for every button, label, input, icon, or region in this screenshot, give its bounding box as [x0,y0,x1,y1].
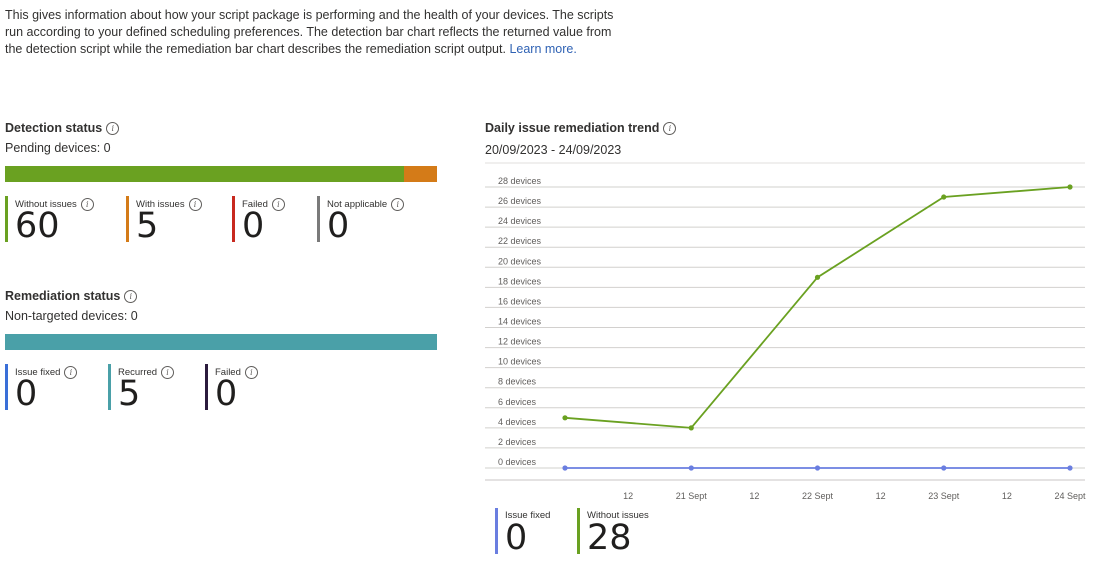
metric-value: 5 [136,206,159,246]
y-tick-label: 12 devices [498,337,542,347]
metric-label-text: Issue fixed [505,510,551,521]
detection-status-bar [5,166,437,182]
data-point-issue-fixed[interactable] [562,465,568,471]
intro-text-block: This gives information about how your sc… [5,7,615,58]
info-icon[interactable]: i [391,198,405,211]
x-tick-label: 12 [623,491,633,501]
metric-label: Issue fixed i [15,366,78,379]
info-icon[interactable]: i [271,198,285,211]
metric-label-text: Not applicable [327,199,388,210]
metric-color-strip [126,196,129,242]
x-tick-label: 12 [749,491,759,501]
data-point-issue-fixed[interactable] [1067,465,1073,471]
intro-text: This gives information about how your sc… [5,8,614,56]
data-point-without-issues[interactable] [1067,184,1073,190]
y-tick-label: 10 devices [498,357,542,367]
metric-value: 0 [15,374,38,414]
info-icon[interactable]: i [161,366,175,379]
info-icon[interactable]: i [80,198,94,211]
metric-value: 0 [327,206,350,246]
metric-label-text: Failed [215,367,241,378]
info-icon[interactable]: i [124,289,138,303]
data-point-without-issues[interactable] [562,415,568,421]
metric-color-strip [5,196,8,242]
metric-label-text: Recurred [118,367,158,378]
detection-status-title: Detection status i [5,121,120,135]
detection-status-label: Detection status [5,121,103,135]
metric-color-strip [108,364,111,410]
metric-label: Failed i [242,198,285,211]
metric-value: 5 [118,374,141,414]
info-icon[interactable]: i [244,366,258,379]
trend-title: Daily issue remediation trend i [485,121,677,135]
metric-label: Failed i [215,366,258,379]
y-tick-label: 16 devices [498,296,542,306]
info-icon[interactable]: i [663,121,677,135]
metric-label: Issue fixed [505,510,550,521]
info-icon[interactable]: i [106,121,120,135]
metric-color-strip [205,364,208,410]
data-point-issue-fixed[interactable] [814,465,821,471]
metric-value: 0 [242,206,265,246]
data-point-without-issues[interactable] [688,425,694,431]
metric-value: 28 [587,518,632,558]
metric-color-strip [5,364,8,410]
remediation-status-bar [5,334,437,350]
data-point-issue-fixed[interactable] [941,465,947,471]
y-tick-label: 2 devices [498,437,537,447]
metric-value: 60 [15,206,60,246]
y-tick-label: 22 devices [498,236,542,246]
x-tick-label: 22 Sept [802,491,834,501]
y-tick-label: 24 devices [498,216,542,226]
remediation-status-label: Remediation status [5,289,121,303]
metric-label: Without issues i [15,198,94,211]
x-tick-label: 21 Sept [676,491,708,501]
x-tick-label: 12 [1002,491,1012,501]
metric-label: Without issues [587,510,649,521]
trend-date-range: 20/09/2023 - 24/09/2023 [485,143,622,157]
metric-value: 0 [505,518,528,558]
bar-segment-with-issues[interactable] [403,166,437,182]
non-targeted-devices-text: Non-targeted devices: 0 [5,309,138,323]
metric-color-strip [495,508,498,554]
info-icon[interactable]: i [64,366,78,379]
trend-chart-svg: 0 devices 2 devices 4 devices 6 devices 8 de… [485,162,1086,501]
metric-color-strip [232,196,235,242]
bar-segment-without-issues[interactable] [5,166,404,182]
y-tick-label: 14 devices [498,317,542,327]
metric-label: Recurred i [118,366,175,379]
metric-color-strip [577,508,580,554]
metric-label-text: Issue fixed [15,367,61,378]
info-icon[interactable]: i [188,198,202,211]
trend-chart: 0 devices 2 devices 4 devices 6 devices 8 de… [485,160,1090,510]
trend-title-label: Daily issue remediation trend [485,121,660,135]
remediation-status-title: Remediation status i [5,289,138,303]
learn-more-link[interactable]: Learn more. [509,42,577,56]
y-tick-label: 0 devices [498,457,537,467]
data-point-without-issues[interactable] [814,274,821,280]
data-point-without-issues[interactable] [941,194,947,200]
metric-label-text: Without issues [587,510,649,521]
x-tick-label: 23 Sept [928,491,960,501]
x-tick-label: 12 [876,491,886,501]
x-tick-label: 24 Sept [1054,491,1086,501]
metric-label: With issues i [136,198,202,211]
metric-label-text: Failed [242,199,268,210]
metric-label-text: Without issues [15,199,77,210]
pending-devices-text: Pending devices: 0 [5,141,111,155]
y-tick-label: 8 devices [498,377,537,387]
y-tick-label: 18 devices [498,276,542,286]
y-tick-label: 28 devices [498,176,542,186]
y-tick-label: 20 devices [498,256,542,266]
metric-color-strip [317,196,320,242]
metric-value: 0 [215,374,238,414]
y-tick-label: 4 devices [498,417,537,427]
metric-label: Not applicable i [327,198,405,211]
y-tick-label: 6 devices [498,397,537,407]
data-point-issue-fixed[interactable] [688,465,694,471]
y-tick-label: 26 devices [498,196,542,206]
bar-segment-recurred[interactable] [5,334,437,350]
metric-label-text: With issues [136,199,185,210]
